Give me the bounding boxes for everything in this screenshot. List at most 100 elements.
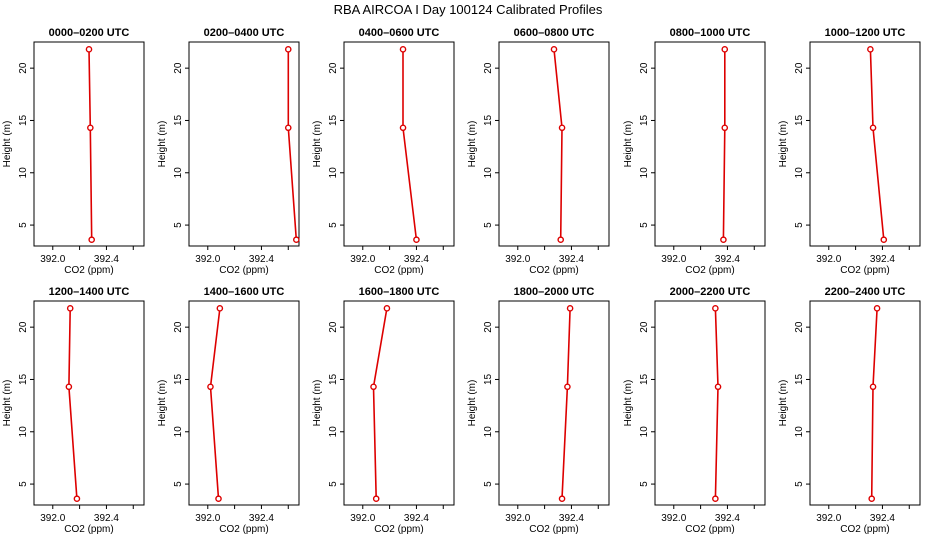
data-point [550, 46, 558, 53]
x-tick-label: 392.4 [94, 254, 119, 265]
plot-frame [33, 300, 145, 506]
figure-title: RBA AIRCOA I Day 100124 Calibrated Profi… [334, 2, 603, 17]
data-point [721, 124, 729, 132]
profile-panel: 2200–2400 UTC 392.0 392.4 5 10 15 20 CO2 (ppm) H… [778, 286, 921, 535]
x-axis-label: CO2 (ppm) [840, 265, 889, 276]
plot-frame [343, 300, 455, 506]
y-tick-label: 15 [483, 114, 494, 126]
panel-title: 0800–1000 UTC [670, 27, 751, 39]
data-point [85, 46, 93, 53]
y-tick-label: 5 [18, 222, 29, 228]
y-tick-label: 10 [794, 167, 805, 179]
plot-frame [188, 300, 300, 506]
x-tick-label: 392.4 [404, 513, 429, 524]
data-point [873, 305, 881, 312]
y-tick-label: 10 [483, 426, 494, 438]
data-point [558, 124, 566, 132]
panel-title: 1400–1600 UTC [204, 286, 285, 298]
x-tick-label: 392.0 [816, 254, 841, 265]
profile-panel: 1600–1800 UTC 392.0 392.4 5 10 15 20 CO2 (ppm) H… [312, 286, 455, 535]
panels-container: 0000–0200 UTC 392.0 392.4 5 10 15 20 CO2 (ppm) H… [2, 27, 921, 535]
data-point [207, 383, 214, 391]
x-axis-label: CO2 (ppm) [219, 524, 268, 535]
y-tick-label: 5 [639, 481, 650, 487]
panel-title: 1800–2000 UTC [514, 286, 595, 298]
profile-line [714, 308, 719, 499]
plot-frame [809, 41, 921, 247]
x-axis-label: CO2 (ppm) [64, 524, 113, 535]
y-tick-label: 5 [328, 481, 339, 487]
y-tick-label: 15 [173, 114, 184, 126]
profile-line [561, 308, 571, 499]
panel-title: 1600–1800 UTC [359, 286, 440, 298]
x-tick-label: 392.0 [661, 254, 686, 265]
data-point [399, 124, 407, 132]
x-tick-label: 392.0 [505, 254, 530, 265]
y-tick-label: 15 [173, 373, 184, 385]
y-tick-label: 10 [328, 167, 339, 179]
profile-line [68, 308, 78, 499]
x-tick-label: 392.4 [870, 254, 895, 265]
y-tick-label: 20 [483, 321, 494, 333]
x-tick-label: 392.4 [94, 513, 119, 524]
data-point [73, 495, 81, 503]
data-point [869, 383, 877, 391]
x-tick-label: 392.4 [559, 254, 584, 265]
x-axis-label: CO2 (ppm) [529, 265, 578, 276]
plot-frame [33, 41, 145, 247]
y-tick-label: 20 [794, 62, 805, 74]
y-tick-label: 5 [794, 222, 805, 228]
y-tick-label: 10 [639, 426, 650, 438]
profile-line [722, 49, 726, 240]
panel-title: 2000–2200 UTC [670, 286, 751, 298]
data-point [215, 495, 222, 503]
profile-panel: 0600–0800 UTC 392.0 392.4 5 10 15 20 CO2 (ppm) H… [467, 27, 610, 276]
y-axis-label: Height (m) [2, 380, 13, 427]
y-tick-label: 15 [483, 373, 494, 385]
data-point [867, 46, 874, 53]
x-tick-label: 392.0 [350, 254, 375, 265]
data-point [720, 236, 727, 244]
y-axis-label: Height (m) [157, 380, 168, 427]
y-axis-label: Height (m) [157, 121, 168, 168]
plot-frame [654, 41, 766, 247]
data-point [293, 236, 300, 244]
y-tick-label: 10 [483, 167, 494, 179]
profile-panel: 1800–2000 UTC 392.0 392.4 5 10 15 20 CO2 (ppm) H… [467, 286, 610, 535]
data-point [714, 383, 722, 391]
y-tick-label: 15 [328, 114, 339, 126]
data-point [413, 236, 420, 244]
x-tick-label: 392.0 [350, 513, 375, 524]
data-point [557, 236, 565, 244]
x-axis-label: CO2 (ppm) [840, 524, 889, 535]
y-tick-label: 5 [794, 481, 805, 487]
x-tick-label: 392.0 [40, 513, 65, 524]
profile-panel: 0800–1000 UTC 392.0 392.4 5 10 15 20 CO2 (ppm) H… [623, 27, 766, 276]
y-tick-label: 5 [18, 481, 29, 487]
y-tick-label: 15 [794, 373, 805, 385]
y-tick-label: 20 [328, 62, 339, 74]
panel-title: 0600–0800 UTC [514, 27, 595, 39]
y-axis-label: Height (m) [467, 121, 478, 168]
x-axis-label: CO2 (ppm) [685, 524, 734, 535]
panel-title: 0000–0200 UTC [49, 27, 130, 39]
x-axis-label: CO2 (ppm) [374, 524, 423, 535]
plot-frame [498, 300, 610, 506]
y-tick-label: 20 [794, 321, 805, 333]
y-tick-label: 20 [173, 321, 184, 333]
x-tick-label: 392.4 [404, 254, 429, 265]
profile-panel: 0400–0600 UTC 392.0 392.4 5 10 15 20 CO2 (ppm) H… [312, 27, 455, 276]
data-point [869, 124, 877, 132]
data-point [372, 495, 380, 503]
x-axis-label: CO2 (ppm) [219, 265, 268, 276]
y-axis-label: Height (m) [778, 380, 789, 427]
x-tick-label: 392.4 [715, 254, 740, 265]
y-tick-label: 10 [328, 426, 339, 438]
data-point [868, 495, 876, 503]
profile-panel: 1200–1400 UTC 392.0 392.4 5 10 15 20 CO2 (ppm) H… [2, 286, 145, 535]
y-axis-label: Height (m) [623, 380, 634, 427]
y-tick-label: 5 [483, 481, 494, 487]
y-axis-label: Height (m) [467, 380, 478, 427]
panel-title: 1200–1400 UTC [49, 286, 130, 298]
data-point [566, 305, 574, 312]
